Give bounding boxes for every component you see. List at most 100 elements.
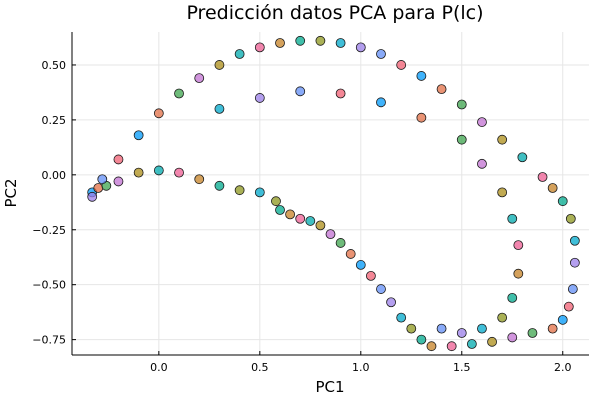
data-point: [254, 187, 265, 198]
data-points: [87, 35, 580, 352]
data-point: [97, 174, 108, 185]
axes: [71, 32, 589, 356]
x-tick-label: 0.5: [251, 361, 269, 374]
x-tick-label: 1.5: [453, 361, 471, 374]
data-point: [416, 112, 427, 123]
data-point: [214, 180, 225, 191]
data-point: [563, 301, 574, 312]
data-point: [113, 154, 124, 165]
data-point: [497, 134, 508, 145]
data-point: [477, 117, 487, 127]
data-point: [376, 49, 386, 59]
data-point: [557, 314, 568, 325]
y-tick-label: −0.75: [32, 334, 66, 347]
data-point: [345, 249, 356, 259]
data-point: [315, 220, 326, 231]
data-point: [477, 323, 487, 334]
data-point: [396, 60, 407, 70]
data-point: [396, 312, 407, 323]
data-point: [386, 297, 396, 308]
data-point: [335, 38, 346, 48]
tick-labels: 0.0 0.5 1.0 1.5 2.0 −0.75 −0.50 −0.25 0.00 0.25 0.…: [32, 59, 571, 374]
x-tick-label: 0.0: [150, 361, 168, 374]
data-point: [133, 130, 144, 141]
data-point: [456, 328, 467, 338]
data-point: [537, 172, 548, 182]
data-point: [355, 260, 366, 270]
data-point: [507, 332, 518, 343]
data-point: [487, 336, 497, 347]
data-point: [466, 339, 477, 349]
data-point: [569, 257, 580, 268]
data-point: [335, 238, 346, 248]
data-point: [305, 216, 316, 226]
x-axis-label: PC1: [315, 378, 344, 396]
data-point: [194, 174, 205, 185]
data-point: [271, 196, 281, 207]
data-point: [426, 341, 437, 352]
data-point: [295, 213, 306, 224]
data-point: [133, 167, 144, 178]
data-point: [234, 185, 245, 196]
y-tick-label: −0.50: [32, 279, 66, 292]
data-point: [497, 187, 508, 198]
y-tick-label: −0.25: [32, 224, 66, 237]
data-point: [557, 196, 568, 207]
data-point: [406, 323, 417, 334]
data-point: [416, 334, 427, 345]
data-point: [214, 104, 225, 114]
x-tick-label: 1.0: [352, 361, 370, 374]
y-tick-label: 0.25: [42, 114, 67, 127]
data-point: [565, 213, 576, 224]
data-point: [376, 284, 386, 294]
data-point: [527, 328, 538, 338]
data-point: [93, 183, 104, 193]
data-point: [275, 205, 285, 215]
data-point: [446, 341, 457, 352]
data-point: [436, 323, 447, 334]
data-point: [376, 97, 386, 108]
data-point: [436, 84, 447, 95]
data-point: [567, 284, 578, 294]
data-point: [113, 176, 124, 187]
data-point: [517, 152, 528, 163]
data-point: [507, 213, 518, 224]
data-point: [295, 35, 306, 46]
chart-title: Predicción datos PCA para P(lc): [186, 2, 483, 24]
data-point: [194, 73, 205, 84]
data-point: [513, 240, 524, 251]
data-point: [254, 42, 265, 53]
data-point: [325, 229, 336, 240]
data-point: [513, 268, 524, 279]
data-point: [285, 209, 296, 220]
data-point: [315, 35, 326, 46]
data-point: [295, 86, 306, 97]
data-point: [355, 42, 366, 53]
data-point: [153, 108, 164, 119]
data-point: [87, 191, 98, 202]
grid: [72, 32, 589, 355]
x-tick-label: 2.0: [554, 361, 572, 374]
data-point: [416, 71, 427, 81]
data-point: [569, 235, 580, 246]
data-point: [497, 312, 508, 323]
data-point: [254, 93, 265, 103]
data-point: [174, 167, 184, 178]
data-point: [365, 270, 376, 281]
data-point: [153, 165, 164, 176]
data-point: [174, 88, 184, 99]
y-tick-label: 0.00: [42, 169, 67, 182]
y-axis-label: PC2: [2, 178, 20, 207]
data-point: [547, 323, 558, 334]
data-point: [275, 38, 285, 48]
data-point: [456, 99, 467, 110]
data-point: [547, 183, 558, 193]
data-point: [335, 88, 346, 99]
data-point: [234, 49, 245, 59]
data-point: [214, 60, 225, 70]
y-tick-label: 0.50: [42, 59, 67, 72]
data-point: [477, 158, 487, 169]
data-point: [507, 292, 518, 303]
data-point: [456, 134, 467, 145]
